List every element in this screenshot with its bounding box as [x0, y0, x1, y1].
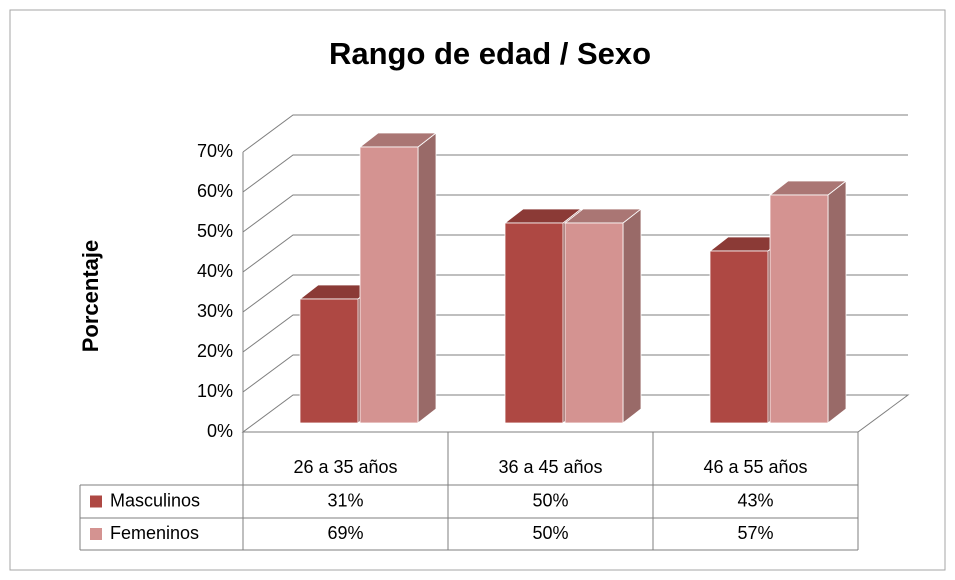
data-label: 50%: [532, 523, 568, 543]
y-tick-label: 20%: [197, 341, 233, 361]
data-label: 57%: [737, 523, 773, 543]
grid-line: [242, 234, 908, 273]
legend-label: Femeninos: [110, 523, 199, 543]
y-tick-label: 40%: [197, 261, 233, 281]
y-tick-label: 50%: [197, 221, 233, 241]
grid-line: [242, 274, 908, 313]
grid-line: [242, 314, 908, 353]
y-tick-label: 60%: [197, 181, 233, 201]
bar: [769, 194, 829, 424]
grid-line: [242, 194, 908, 233]
x-tick-label: 46 a 55 años: [703, 457, 807, 477]
legend-swatch: [90, 528, 102, 540]
grid-line: [242, 114, 908, 153]
bar-side: [417, 132, 437, 424]
bar-side: [827, 180, 847, 424]
legend-label: Masculinos: [110, 490, 200, 510]
grid-line: [242, 354, 908, 393]
y-tick-label: 0%: [207, 421, 233, 441]
y-tick-label: 30%: [197, 301, 233, 321]
x-tick-label: 26 a 35 años: [293, 457, 397, 477]
data-label: 31%: [327, 490, 363, 510]
data-label: 43%: [737, 490, 773, 510]
chart-title: Rango de edad / Sexo: [329, 36, 651, 71]
bar: [564, 222, 624, 424]
y-tick-label: 70%: [197, 141, 233, 161]
data-label: 50%: [532, 490, 568, 510]
x-tick-label: 36 a 45 años: [498, 457, 602, 477]
bar: [504, 222, 564, 424]
bar: [709, 250, 769, 424]
y-tick-label: 10%: [197, 381, 233, 401]
bar-side: [622, 208, 642, 424]
data-label: 69%: [327, 523, 363, 543]
bar: [299, 298, 359, 424]
y-axis-label: Porcentaje: [78, 240, 103, 353]
bar: [359, 146, 419, 424]
legend-swatch: [90, 495, 102, 508]
grid-line: [242, 154, 908, 193]
